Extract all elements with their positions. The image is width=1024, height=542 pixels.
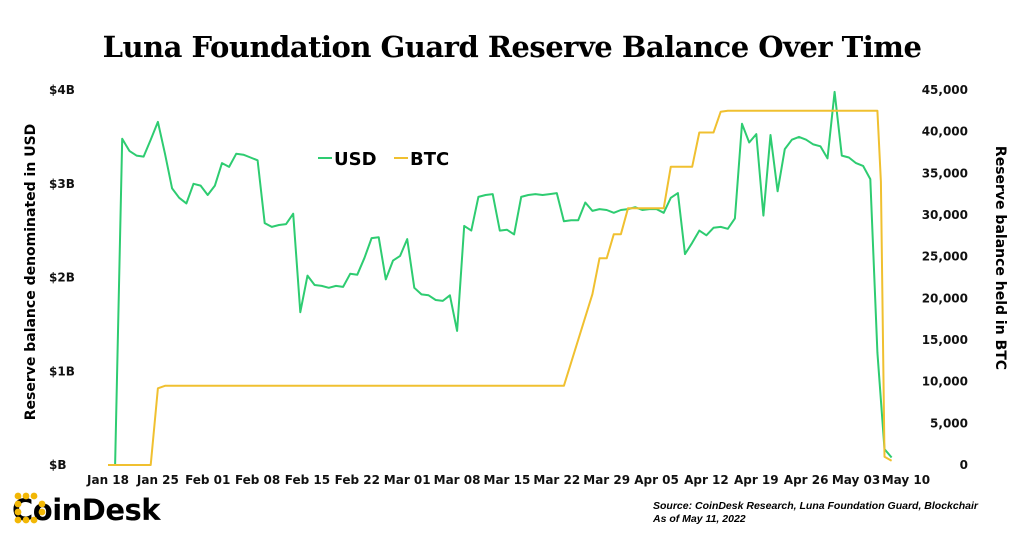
- y-right-tick-label: 5,000: [930, 416, 968, 430]
- series-line-btc: [108, 109, 893, 466]
- y-left-axis-label: Reserve balance denominated in USD: [23, 124, 39, 421]
- as-of-date: As of May 11, 2022: [653, 513, 746, 525]
- y-right-tick-label: 45,000: [922, 83, 968, 97]
- logo-dot: [38, 500, 46, 508]
- chart-title: Luna Foundation Guard Reserve Balance Ov…: [102, 30, 922, 64]
- x-tick-label: Apr 26: [784, 473, 829, 487]
- coindesk-logo-icon: [14, 492, 46, 524]
- x-tick-label: Jan 18: [86, 473, 129, 487]
- x-tick-label: Mar 15: [484, 473, 531, 487]
- x-tick-label: Jan 25: [136, 473, 179, 487]
- logo-dot: [22, 516, 30, 524]
- x-tick-label: Feb 15: [285, 473, 330, 487]
- logo-dot: [14, 492, 22, 500]
- y-right-tick-label: 35,000: [922, 166, 968, 180]
- y-right-tick-label: 30,000: [922, 208, 968, 222]
- y-right-axis-label: Reserve balance held in BTC: [992, 146, 1008, 370]
- y-right-tick-label: 25,000: [922, 250, 968, 264]
- x-tick-label: Feb 01: [185, 473, 230, 487]
- x-tick-label: May 03: [832, 473, 880, 487]
- y-left-tick-label: $3B: [49, 177, 75, 191]
- x-tick-label: Apr 19: [734, 473, 779, 487]
- x-tick-label: Apr 12: [684, 473, 729, 487]
- logo-dot: [30, 492, 38, 500]
- y-right-tick-label: 40,000: [922, 125, 968, 139]
- y-right-tick-label: 10,000: [922, 375, 968, 389]
- y-left-tick-label: $1B: [49, 364, 75, 378]
- logo-dot: [22, 492, 30, 500]
- y-left-tick-label: $4B: [49, 83, 75, 97]
- x-tick-label: Feb 08: [235, 473, 280, 487]
- logo-dot: [38, 508, 46, 516]
- x-tick-label: Feb 22: [335, 473, 380, 487]
- legend-label-btc: BTC: [410, 149, 449, 170]
- x-tick-label: May 10: [882, 473, 930, 487]
- y-right-tick-label: 20,000: [922, 291, 968, 305]
- y-left-tick-label: $2B: [49, 271, 75, 285]
- logo-dot: [14, 508, 22, 516]
- logo-dot: [30, 516, 38, 524]
- source-text: Source: CoinDesk Research, Luna Foundati…: [653, 500, 978, 512]
- legend-label-usd: USD: [334, 149, 377, 170]
- x-tick-label: Mar 29: [583, 473, 630, 487]
- x-tick-label: Apr 05: [634, 473, 679, 487]
- series-line-usd: [108, 90, 893, 466]
- logo-dot: [14, 516, 22, 524]
- x-tick-label: Mar 08: [434, 473, 481, 487]
- coindesk-logo[interactable]: CoinDesk: [12, 490, 161, 530]
- y-right-tick-label: 0: [960, 458, 968, 472]
- logo-dot: [14, 500, 22, 508]
- y-right-tick-label: 15,000: [922, 333, 968, 347]
- x-tick-label: Mar 22: [533, 473, 580, 487]
- x-tick-label: Mar 01: [384, 473, 431, 487]
- y-left-tick-label: $B: [49, 458, 67, 472]
- source-note: Source: CoinDesk Research, Luna Foundati…: [653, 500, 978, 526]
